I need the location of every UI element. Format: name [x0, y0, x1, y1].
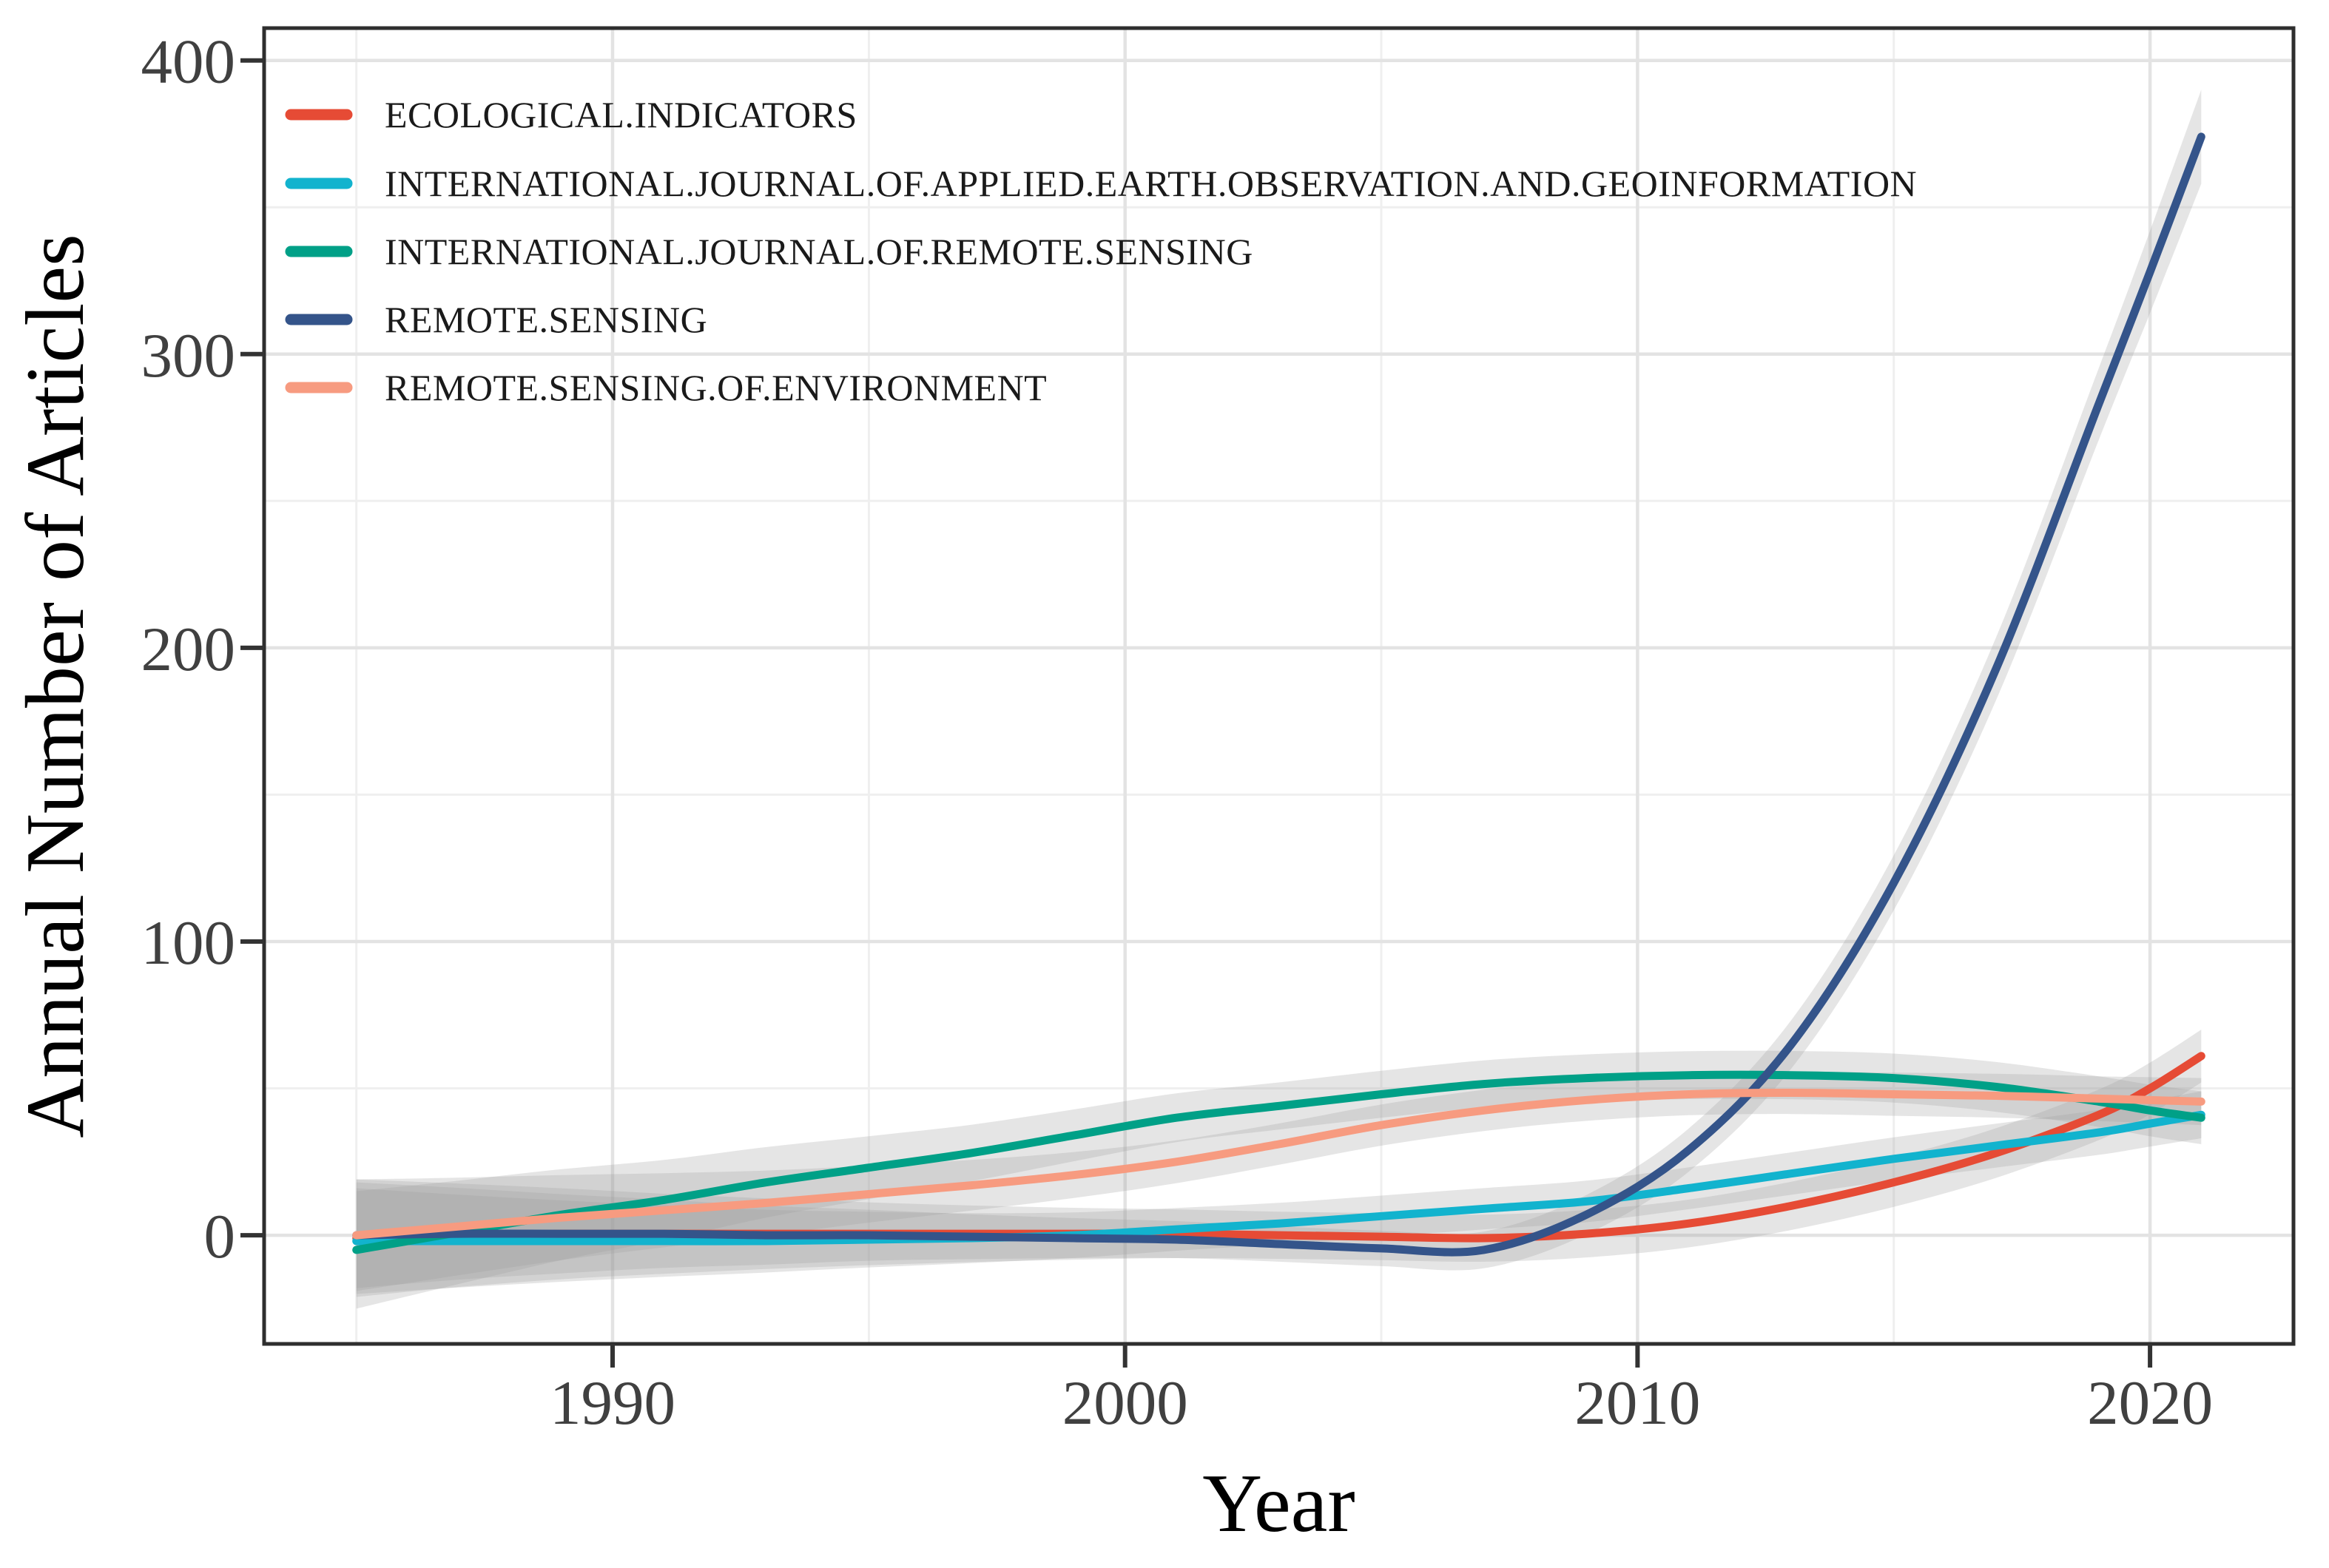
x-axis-title: Year [1202, 1458, 1355, 1550]
legend-label: ECOLOGICAL.INDICATORS [385, 94, 857, 135]
series-lines [352, 132, 2205, 1257]
legend-label: REMOTE.SENSING [385, 299, 707, 340]
legend-item: INTERNATIONAL.JOURNAL.OF.REMOTE.SENSING [285, 231, 1253, 272]
x-tick-label: 2020 [2087, 1368, 2213, 1438]
legend-item: ECOLOGICAL.INDICATORS [285, 94, 857, 135]
legend-item: REMOTE.SENSING [285, 299, 707, 340]
series-line [352, 132, 2205, 1257]
plot-panel-border [262, 26, 2296, 1346]
legend-item: REMOTE.SENSING.OF.ENVIRONMENT [285, 367, 1047, 408]
series-line [352, 1088, 2205, 1240]
x-tick-label: 1990 [550, 1368, 675, 1438]
series-line [352, 1110, 2205, 1246]
y-axis-title: Annual Number of Articles [10, 234, 101, 1138]
legend: ECOLOGICAL.INDICATORS INTERNATIONAL.JOURN… [285, 94, 1917, 408]
series-line [352, 1070, 2205, 1254]
legend-item: INTERNATIONAL.JOURNAL.OF.APPLIED.EARTH.O… [285, 163, 1917, 204]
gridlines-minor [264, 28, 2293, 1344]
legend-label: INTERNATIONAL.JOURNAL.OF.REMOTE.SENSING [385, 231, 1253, 272]
y-axis-tick-labels: 0 100 200 300 400 [141, 27, 236, 1271]
x-tick-label: 2000 [1062, 1368, 1188, 1438]
y-tick-label: 300 [141, 321, 236, 391]
y-tick-label: 400 [141, 27, 236, 97]
confidence-bands [356, 89, 2202, 1309]
y-tick-label: 200 [141, 615, 236, 684]
axis-tick-marks [240, 58, 2153, 1368]
y-tick-label: 0 [204, 1202, 236, 1271]
y-tick-label: 100 [141, 908, 236, 978]
x-axis-tick-labels: 1990 2000 2010 2020 [550, 1368, 2213, 1438]
legend-label: INTERNATIONAL.JOURNAL.OF.APPLIED.EARTH.O… [385, 163, 1917, 204]
legend-label: REMOTE.SENSING.OF.ENVIRONMENT [385, 367, 1047, 408]
x-tick-label: 2010 [1574, 1368, 1700, 1438]
